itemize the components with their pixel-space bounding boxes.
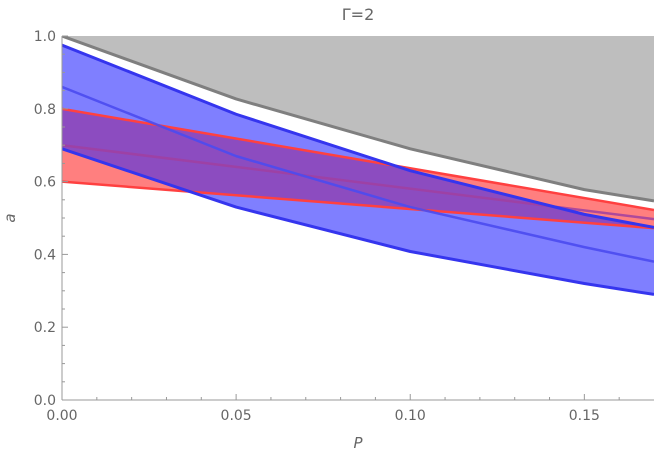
series-lines	[62, 36, 654, 296]
x-axis-title: P	[353, 434, 363, 452]
axes: 0.00 0.05 0.10 0.15 0.0 0.2 0.4 0.6 0.8 1.0	[34, 29, 654, 424]
plot-area	[62, 36, 654, 296]
x-tick-label: 0.10	[395, 408, 426, 424]
series-line-red-band-lower	[62, 180, 654, 230]
series-line-blue-band-lower	[62, 147, 654, 296]
x-ticks: 0.00 0.05 0.10 0.15	[46, 394, 620, 424]
y-tick-label: 0.0	[34, 393, 56, 409]
y-axis-title: a	[1, 213, 19, 222]
x-tick-label: 0.00	[46, 408, 77, 424]
gray-region	[62, 36, 654, 201]
x-tick-label: 0.15	[569, 408, 600, 424]
overlap-band	[62, 108, 654, 229]
series-line-blue-band-upper	[62, 43, 654, 229]
y-tick-label: 1.0	[34, 29, 56, 45]
y-tick-label: 0.8	[34, 102, 56, 118]
x-tick-label: 0.05	[221, 408, 252, 424]
series-line-gray-region-boundary	[62, 36, 654, 203]
chart-title: Γ=2	[342, 5, 375, 24]
y-ticks: 0.0 0.2 0.4 0.6 0.8 1.0	[34, 29, 68, 409]
y-tick-label: 0.6	[34, 175, 56, 191]
y-tick-label: 0.4	[34, 247, 56, 263]
series-line-blue-band-middle	[62, 85, 654, 263]
y-tick-label: 0.2	[34, 320, 56, 336]
